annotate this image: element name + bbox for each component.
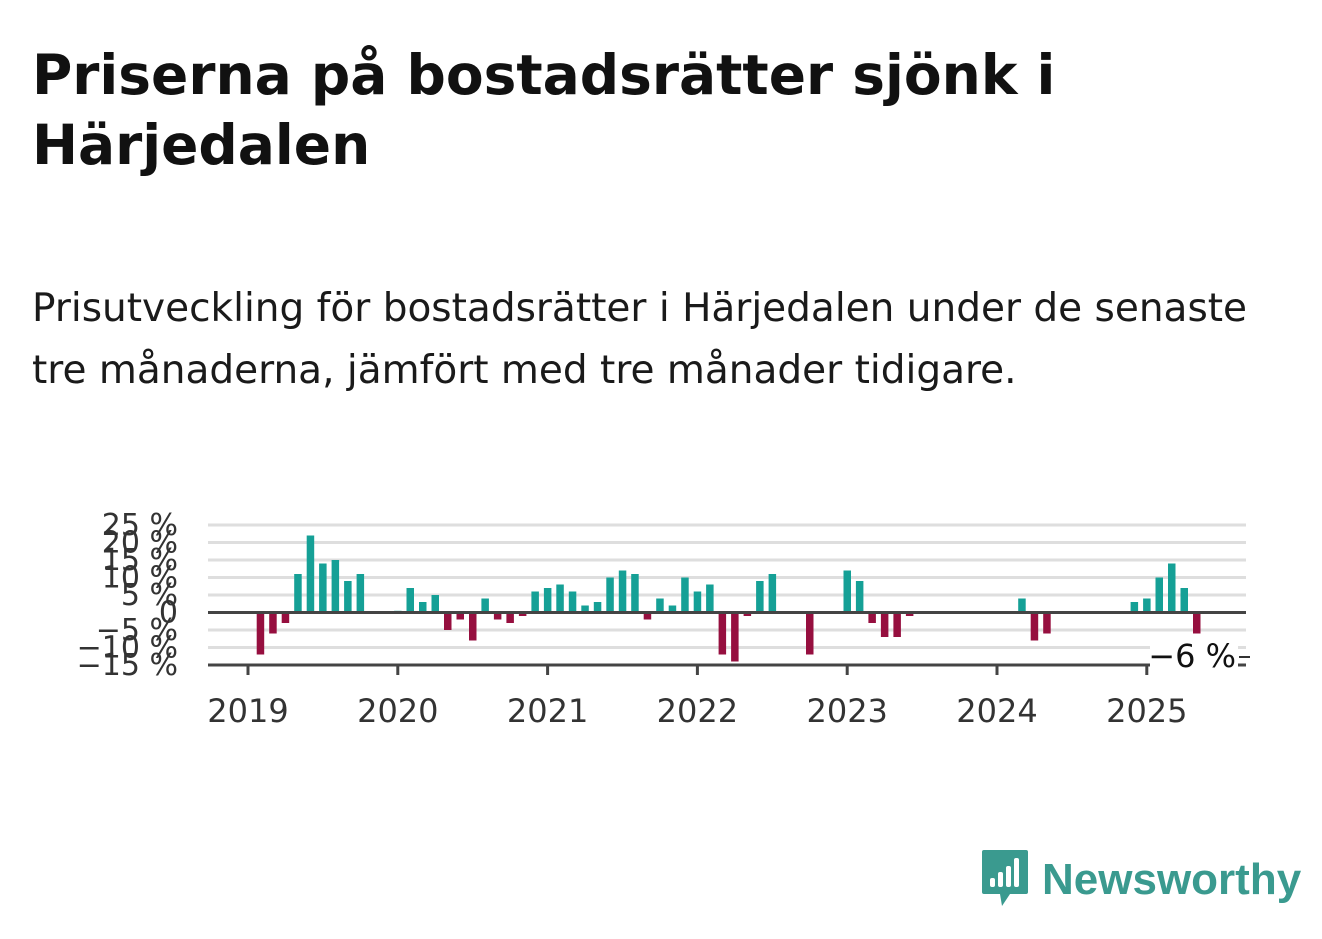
- x-tick-label: 2023: [806, 692, 887, 730]
- bar: [356, 574, 365, 613]
- bar: [893, 612, 901, 637]
- bar: [556, 584, 564, 613]
- bar: [543, 588, 552, 613]
- bar: [256, 612, 265, 655]
- chart-subtitle: Prisutveckling för bostadsrätter i Härje…: [32, 286, 1248, 393]
- bar: [905, 612, 914, 616]
- x-tick-label: 2019: [207, 692, 288, 730]
- bar: [768, 574, 777, 613]
- y-tick-label: 15 %: [102, 543, 178, 578]
- bar: [880, 612, 889, 637]
- bar: [868, 612, 876, 623]
- bar: [681, 577, 689, 613]
- bar: [306, 535, 315, 613]
- bar: [518, 612, 527, 616]
- tick-labels: 25 %20 %15 %10 %5 %0−5 %−10 %−15 % 2019 20…: [77, 508, 1250, 730]
- bar: [656, 598, 664, 613]
- bar: [1043, 612, 1051, 634]
- bar: [1030, 612, 1039, 641]
- bar: [406, 588, 414, 613]
- bar: [431, 595, 439, 613]
- bar: [843, 570, 851, 613]
- end-label-bg: [1150, 637, 1238, 673]
- chart-title: Priserna på bostadsrätter sjönk i Härjed…: [32, 43, 1056, 177]
- x-tick-label: 2022: [657, 692, 738, 730]
- bar: [1130, 602, 1139, 613]
- end-value-label: −6 %: [1148, 637, 1236, 675]
- bar: [294, 574, 302, 613]
- bar: [618, 570, 627, 613]
- bar: [581, 605, 589, 613]
- bar: [718, 612, 727, 655]
- newsworthy-logo-icon: [980, 848, 1030, 912]
- bar: [593, 602, 602, 613]
- x-tick-label: 2025: [1106, 692, 1187, 730]
- bar: [743, 612, 752, 616]
- bar: [506, 612, 514, 623]
- x-tick-label: 2020: [357, 692, 438, 730]
- y-tick-label: −5 %: [96, 613, 178, 648]
- bar: [531, 591, 539, 613]
- y-tick-label: 20 %: [102, 526, 178, 561]
- bar: [269, 612, 277, 634]
- bar: [706, 584, 714, 613]
- x-tick-label: 2021: [507, 692, 588, 730]
- bar: [319, 563, 327, 613]
- y-tick-label: 10 %: [102, 561, 178, 596]
- bar-series: [256, 535, 1201, 662]
- axes: [208, 611, 1246, 675]
- x-tick-label: 2024: [956, 692, 1037, 730]
- bar: [756, 581, 764, 613]
- y-tick-label: 0: [159, 596, 178, 631]
- y-tick-label: 5 %: [121, 578, 178, 613]
- bar: [1155, 577, 1163, 613]
- bar: [668, 605, 677, 613]
- newsworthy-brand: Newsworthy: [980, 850, 1301, 910]
- bar: [568, 591, 577, 613]
- bar: [731, 612, 739, 662]
- bar: [806, 612, 814, 655]
- bar: [456, 612, 464, 620]
- bar: [493, 612, 502, 620]
- bar: [444, 612, 452, 630]
- grid-lines: [208, 523, 1246, 649]
- bar: [419, 602, 427, 613]
- bar: [1168, 563, 1176, 613]
- bar: [606, 577, 614, 613]
- bar: [344, 581, 352, 613]
- bar: [643, 612, 652, 620]
- bar: [469, 612, 477, 641]
- y-tick-label: 25 %: [102, 508, 178, 543]
- bar: [1193, 612, 1201, 634]
- bar: [481, 598, 489, 613]
- y-tick-label: −10 %: [77, 631, 178, 666]
- bar: [281, 612, 290, 623]
- bar: [1180, 588, 1188, 613]
- bar: [693, 591, 702, 613]
- bar: [331, 560, 340, 613]
- y-tick-label: −15 %: [77, 648, 178, 683]
- bar: [1143, 598, 1151, 613]
- bar: [1018, 598, 1026, 613]
- bar: [631, 574, 639, 613]
- bar: [855, 581, 864, 613]
- price-change-chart: 25 %20 %15 %10 %5 %0−5 %−10 %−15 % 2019 20…: [77, 508, 1250, 730]
- brand-name: Newsworthy: [1042, 855, 1302, 904]
